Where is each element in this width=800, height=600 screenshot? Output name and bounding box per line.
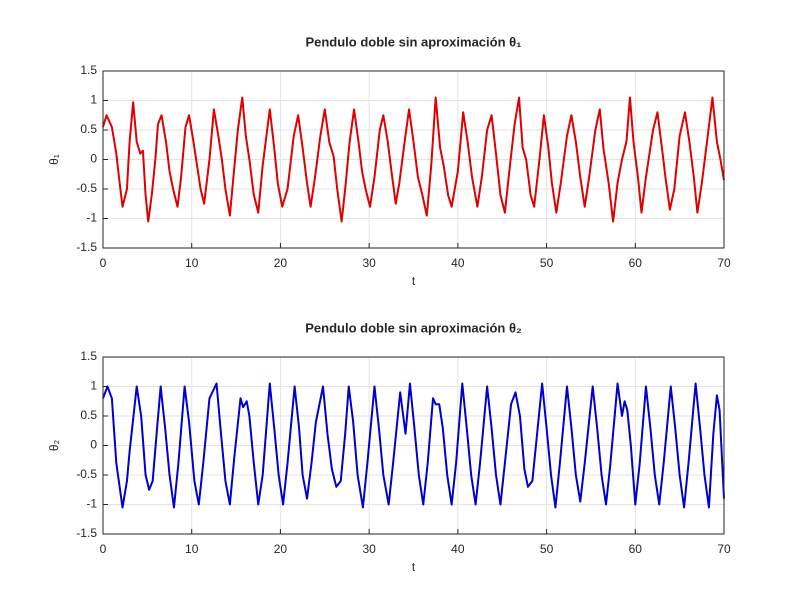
x-tick-label: 20 (274, 542, 288, 556)
x-tick-label: 70 (717, 256, 731, 270)
x-axis-label: t (412, 560, 416, 574)
chart-title: Pendulo doble sin aproximación θ₁ (305, 34, 521, 49)
y-tick-label: 0 (90, 438, 97, 452)
y-tick-label: -0.5 (76, 181, 97, 195)
x-tick-label: 0 (100, 256, 107, 270)
data-line (102, 382, 725, 509)
x-tick-label: 60 (629, 256, 643, 270)
axes-box (102, 356, 725, 535)
x-tick-label: 30 (362, 542, 376, 556)
x-tick-label: 0 (100, 542, 107, 556)
x-tick-label: 30 (362, 256, 376, 270)
y-axis-label: θ₁ (47, 154, 61, 165)
y-tick-label: 1 (90, 379, 97, 393)
y-tick-label: 1.5 (80, 63, 97, 77)
y-tick-label: -1 (86, 211, 97, 225)
x-tick-label: 70 (717, 542, 731, 556)
x-tick-label: 50 (540, 542, 554, 556)
y-tick-label: 1 (90, 93, 97, 107)
y-tick-label: -1.5 (76, 240, 97, 254)
y-tick-label: 1.5 (80, 349, 97, 363)
x-tick-label: 10 (185, 542, 199, 556)
y-tick-label: -0.5 (76, 467, 97, 481)
x-tick-label: 10 (185, 256, 199, 270)
y-tick-label: 0.5 (80, 408, 97, 422)
axes-box (102, 70, 725, 249)
y-axis-label: θ₂ (47, 439, 61, 451)
x-tick-label: 20 (274, 256, 288, 270)
data-line (102, 96, 725, 223)
x-tick-label: 60 (629, 542, 643, 556)
x-axis-label: t (412, 274, 416, 288)
x-tick-label: 50 (540, 256, 554, 270)
x-tick-label: 40 (451, 542, 465, 556)
y-tick-label: -1 (86, 497, 97, 511)
y-tick-label: -1.5 (76, 526, 97, 540)
x-tick-label: 40 (451, 256, 465, 270)
y-tick-label: 0.5 (80, 122, 97, 136)
chart-title: Pendulo doble sin aproximación θ₂ (305, 320, 522, 335)
y-tick-label: 0 (90, 152, 97, 166)
